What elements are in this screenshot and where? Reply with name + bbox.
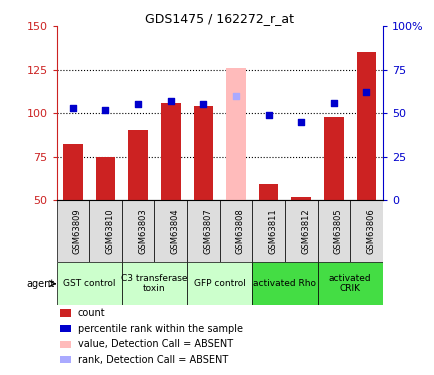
Text: C3 transferase
toxin: C3 transferase toxin [121,274,187,294]
Text: GFP control: GFP control [193,279,245,288]
Text: GSM63803: GSM63803 [138,208,147,254]
Point [167,98,174,104]
Text: percentile rank within the sample: percentile rank within the sample [78,324,242,334]
Text: GSM63808: GSM63808 [235,208,244,254]
Bar [56,262,122,306]
Point [232,93,239,99]
Bar [284,200,317,262]
Bar [89,200,122,262]
Point [297,119,304,125]
Bar [161,103,180,200]
Text: GSM63804: GSM63804 [170,208,179,254]
Bar [60,356,71,363]
Bar [356,52,375,200]
Bar [60,340,71,348]
Text: activated
CRIK: activated CRIK [328,274,371,294]
Text: GSM63805: GSM63805 [333,208,342,254]
Text: count: count [78,308,105,318]
Bar [56,200,89,262]
Point [362,89,369,95]
Point [330,100,337,106]
Text: GSM63811: GSM63811 [268,208,277,254]
Point [135,101,141,107]
Bar [63,144,82,200]
Bar [187,262,252,306]
Bar [122,262,187,306]
Text: activated Rho: activated Rho [253,279,316,288]
Bar [187,200,219,262]
Point [265,112,272,118]
Text: agent: agent [26,279,55,289]
Point [102,106,108,112]
Bar [193,106,213,200]
Bar [258,184,278,200]
Title: GDS1475 / 162272_r_at: GDS1475 / 162272_r_at [145,12,293,25]
Text: GSM63807: GSM63807 [203,208,212,254]
Point [69,105,76,111]
Point [199,101,207,107]
Bar [122,200,154,262]
Text: GSM63812: GSM63812 [300,208,309,254]
Text: value, Detection Call = ABSENT: value, Detection Call = ABSENT [78,339,232,349]
Bar [219,200,252,262]
Bar [128,130,148,200]
Text: GSM63810: GSM63810 [105,208,114,254]
Bar [252,262,317,306]
Text: GST control: GST control [63,279,115,288]
Bar [317,200,349,262]
Bar [226,68,245,200]
Bar [291,196,310,200]
Bar [60,325,71,333]
Bar [349,200,382,262]
Text: rank, Detection Call = ABSENT: rank, Detection Call = ABSENT [78,355,227,365]
Bar [252,200,284,262]
Bar [95,156,115,200]
Text: GSM63806: GSM63806 [365,208,375,254]
Bar [60,309,71,317]
Bar [323,117,343,200]
Bar [317,262,382,306]
Text: GSM63809: GSM63809 [73,208,82,254]
Bar [154,200,187,262]
